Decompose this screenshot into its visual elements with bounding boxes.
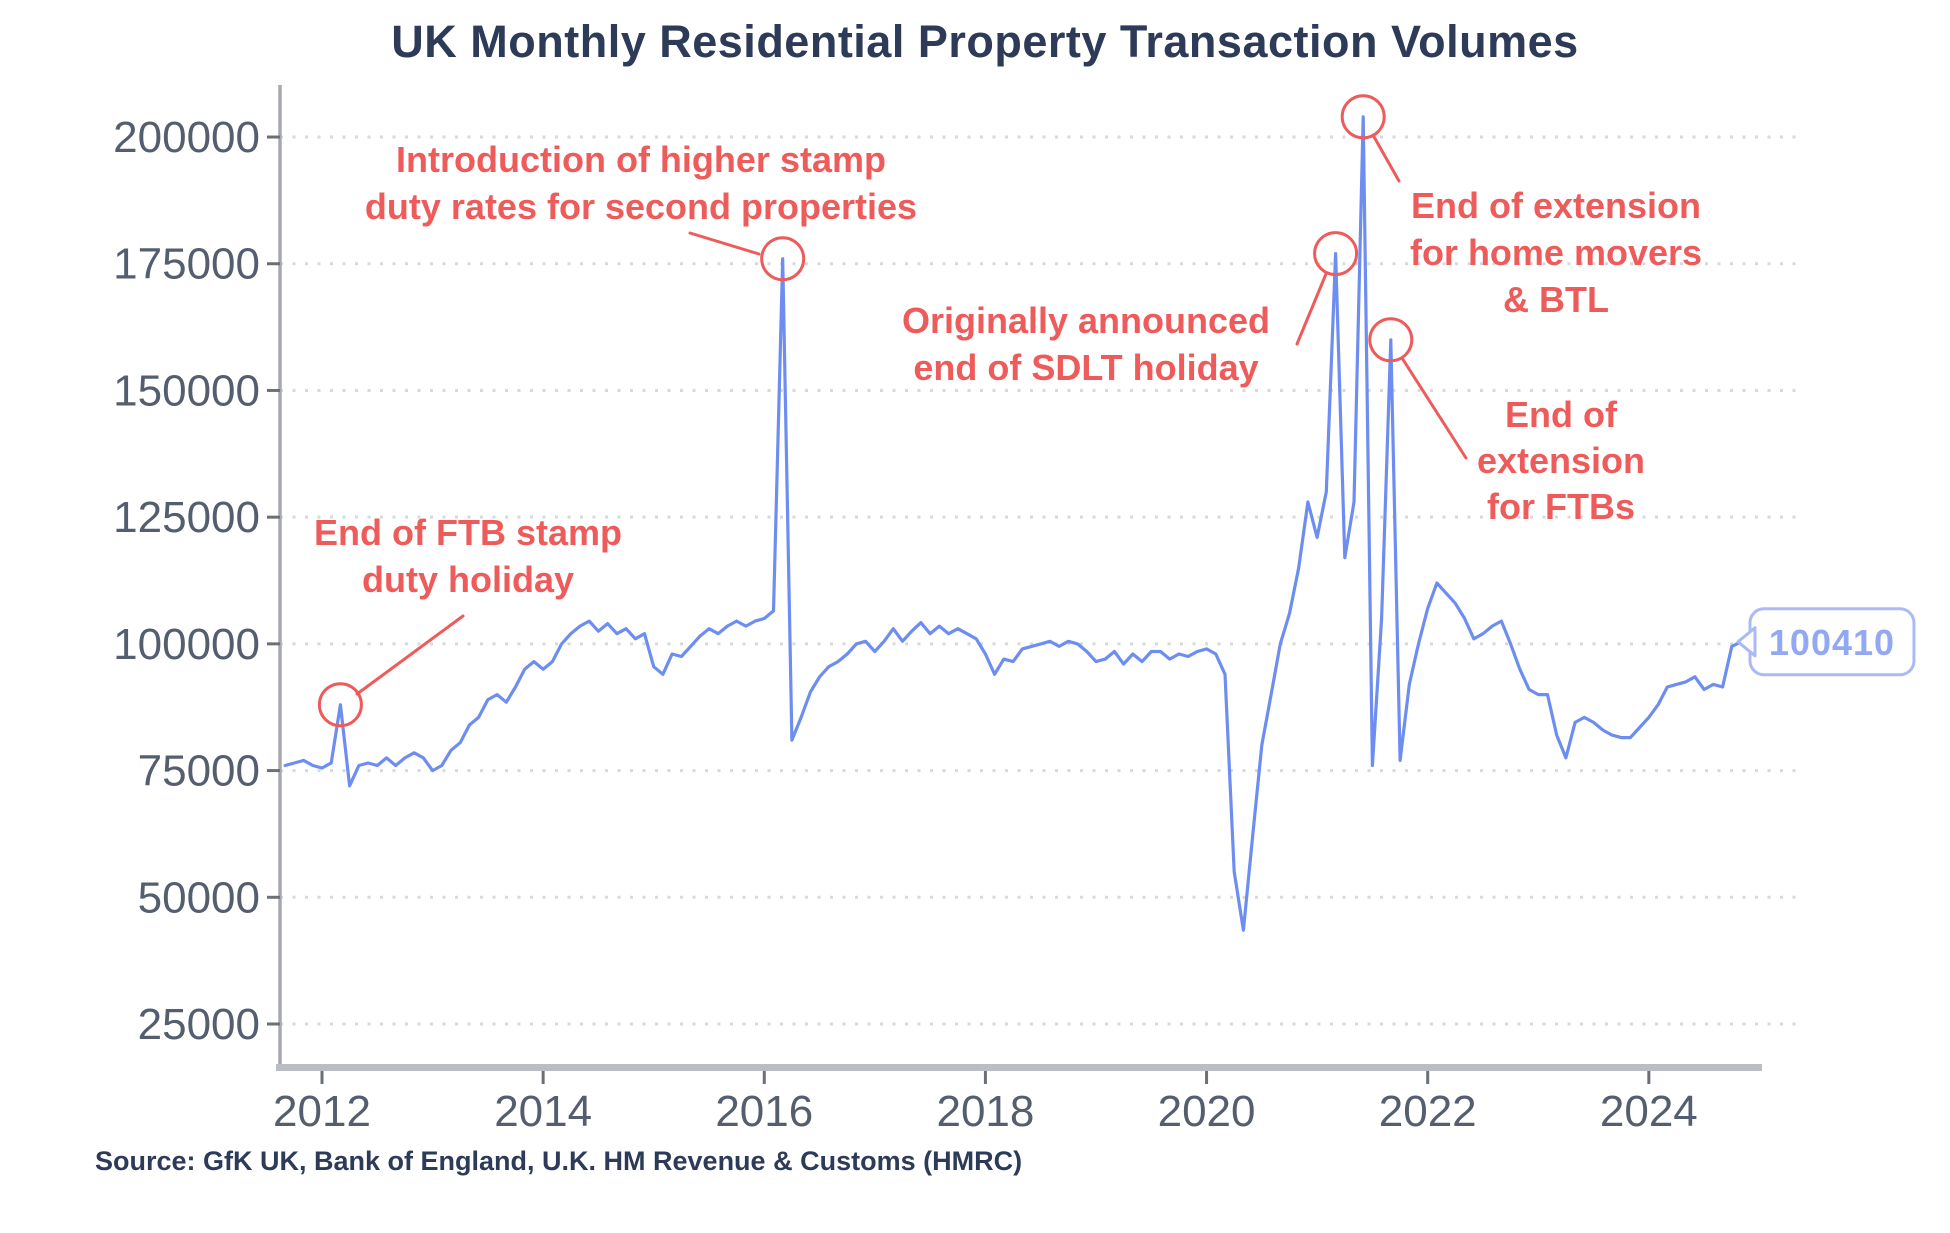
- y-tick-label: 100000: [113, 620, 260, 669]
- annotation-text: extension: [1477, 440, 1645, 481]
- x-tick-label: 2018: [936, 1087, 1034, 1136]
- x-axis-ticks: 2012 2014 2016 2018 2020 2022 2024: [273, 1071, 1698, 1136]
- x-axis-line: [276, 1064, 1762, 1071]
- annotation-callout: [1371, 133, 1401, 183]
- y-tick-label: 25000: [138, 1000, 260, 1049]
- source-note: Source: GfK UK, Bank of England, U.K. HM…: [95, 1146, 1022, 1176]
- x-tick-label: 2012: [273, 1087, 371, 1136]
- annotation-circle: [1368, 317, 1414, 363]
- y-tick-label: 175000: [113, 240, 260, 289]
- y-tick-label: 50000: [138, 873, 260, 922]
- x-tick-label: 2016: [715, 1087, 813, 1136]
- annotation-text: End of: [1505, 394, 1618, 435]
- y-tick-label: 75000: [138, 747, 260, 796]
- annotation-circle: [760, 236, 806, 282]
- y-tick-label: 125000: [113, 493, 260, 542]
- annotation-text: duty holiday: [362, 559, 574, 600]
- annotation-circle: [1340, 94, 1386, 140]
- annotation-callout: [1400, 356, 1468, 460]
- axes: [276, 85, 1762, 1071]
- annotation-text: for home movers: [1410, 232, 1702, 273]
- annotation-circle: [1313, 231, 1359, 277]
- annotations: End of FTB stamp duty holiday Introduction…: [314, 94, 1702, 728]
- annotation-callout: [355, 614, 465, 696]
- annotation-text: End of extension: [1411, 185, 1701, 226]
- end-value-label-text: 100410: [1769, 622, 1895, 663]
- annotation-text: end of SDLT holiday: [913, 347, 1258, 388]
- annotation-callout: [688, 231, 761, 256]
- chart-title: UK Monthly Residential Property Transact…: [391, 16, 1578, 67]
- annotation-text: for FTBs: [1487, 486, 1635, 527]
- transactions-line: [283, 115, 1743, 932]
- annotation-callout: [1295, 272, 1328, 346]
- annotation-text: Introduction of higher stamp: [396, 139, 886, 180]
- y-tick-label: 150000: [113, 366, 260, 415]
- end-value-label-group: 100410: [1736, 607, 1916, 677]
- end-value-label-arrow: [1736, 626, 1757, 658]
- annotation-text: Originally announced: [902, 300, 1270, 341]
- annotation-circle: [317, 682, 363, 728]
- y-tick-label: 200000: [113, 113, 260, 162]
- annotation-text: End of FTB stamp: [314, 512, 622, 553]
- x-tick-label: 2020: [1158, 1087, 1256, 1136]
- x-tick-label: 2024: [1600, 1087, 1698, 1136]
- y-axis-ticks: 25000 50000 75000 100000 125000 150000 175000 2…: [113, 113, 280, 1049]
- annotation-text: duty rates for second properties: [365, 186, 917, 227]
- x-tick-label: 2014: [494, 1087, 592, 1136]
- data-series: [283, 115, 1743, 932]
- x-tick-label: 2022: [1379, 1087, 1477, 1136]
- annotation-text: & BTL: [1503, 279, 1609, 320]
